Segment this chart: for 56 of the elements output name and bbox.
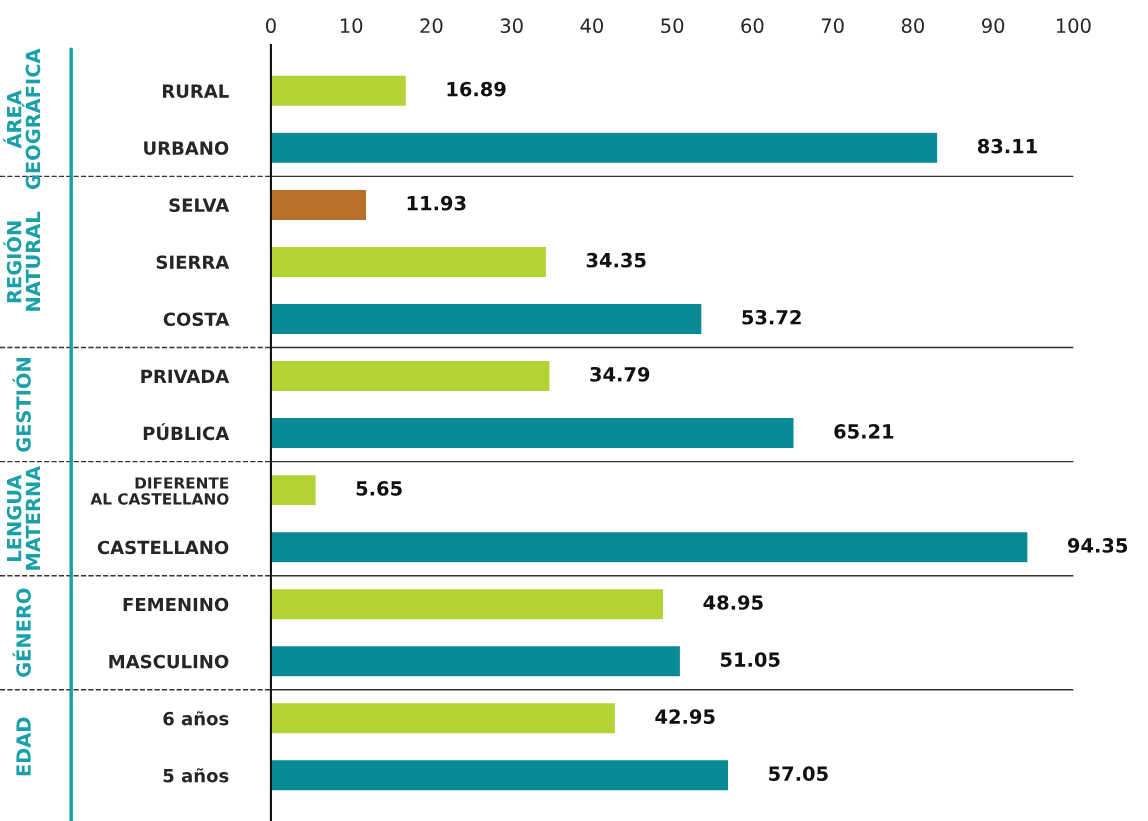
data-label: 53.72: [742, 309, 801, 325]
data-label: 57.05: [769, 766, 828, 781]
x-tick-label: 50: [661, 18, 684, 34]
bar: [270, 302, 703, 336]
x-tick-label: 0: [266, 18, 276, 34]
bar: [270, 74, 408, 108]
y-tick-label: PÚBLICA: [143, 423, 230, 441]
text: REGIÓN NATURAL: [3, 211, 41, 311]
y-tick-label: MASCULINO: [109, 654, 229, 669]
y-tick-label: URBANO: [144, 141, 229, 155]
text: GÉNERO: [12, 588, 31, 677]
data-label: 34.35: [586, 252, 646, 268]
bar: [270, 644, 682, 678]
y-tick-label: PRIVADA: [141, 369, 230, 383]
bar: [270, 758, 730, 792]
bar: [270, 245, 548, 279]
bar: [270, 359, 551, 393]
data-label: 51.05: [720, 652, 780, 667]
x-tick-label: 40: [580, 18, 603, 34]
y-tick-label: CASTELLANO: [97, 540, 229, 555]
text: EDAD: [16, 717, 31, 776]
x-tick-label: 20: [420, 18, 443, 34]
data-label: 34.79: [590, 366, 650, 382]
y-tick-label: COSTA: [163, 312, 230, 327]
x-tick-label: 90: [981, 18, 1005, 34]
text: ÁREA GEOGRÁFICA: [3, 48, 41, 190]
x-tick-label: 60: [741, 18, 764, 34]
y-tick-label: 5 años: [163, 768, 229, 783]
y-tick-label: 6 años: [163, 711, 229, 726]
x-tick-label: 100: [1056, 18, 1091, 34]
data-label: 48.95: [703, 595, 763, 610]
x-tick-label: 70: [821, 18, 844, 34]
bar: [270, 701, 617, 735]
bar: [270, 587, 665, 621]
bar: [270, 416, 795, 450]
data-label: 65.21: [834, 424, 894, 439]
data-label: 11.93: [407, 195, 466, 211]
text: GESTIÓN: [12, 358, 31, 452]
data-label: 5.65: [356, 481, 402, 496]
y-tick-label: DIFERENTE AL CASTELLANO: [90, 477, 229, 505]
x-tick-label: 10: [340, 18, 363, 34]
x-tick-label: 30: [500, 18, 523, 34]
y-tick-label: SIERRA: [156, 255, 230, 270]
bar: [270, 530, 1029, 564]
y-tick-label: FEMENINO: [123, 597, 229, 612]
y-tick-label: SELVA: [169, 198, 230, 212]
data-label: 42.95: [655, 709, 715, 724]
data-label: 83.11: [977, 138, 1037, 154]
text: LENGUA MATERNA: [6, 465, 41, 570]
data-label: 94.35: [1067, 538, 1128, 553]
y-tick-label: RURAL: [162, 84, 229, 98]
bar: [270, 473, 317, 507]
x-tick-label: 80: [901, 18, 924, 34]
bar: [270, 131, 939, 165]
bar: [270, 188, 368, 222]
data-label: 16.89: [447, 81, 506, 97]
